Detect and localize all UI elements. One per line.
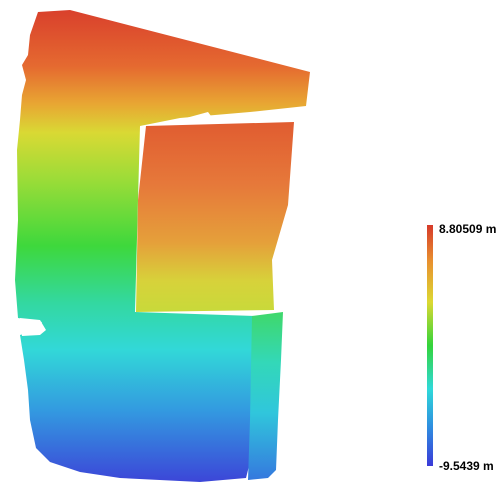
- left-notch: [20, 318, 46, 336]
- survey-area-main: [15, 10, 310, 482]
- lower-right-strip: [248, 312, 283, 480]
- legend-min-label: -9.5439 m: [439, 459, 494, 473]
- legend-max-label: 8.80509 m: [439, 222, 497, 236]
- elevated-structure: [136, 122, 294, 312]
- edge-detail: [186, 112, 214, 124]
- elevation-color-scale: [427, 225, 433, 466]
